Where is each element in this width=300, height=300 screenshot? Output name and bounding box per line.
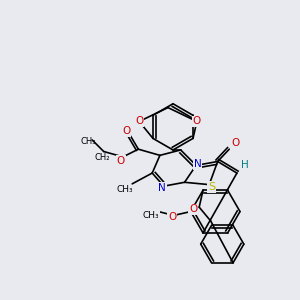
Text: O: O (231, 138, 239, 148)
Text: N: N (194, 159, 202, 169)
Text: S: S (208, 182, 215, 192)
Text: H: H (241, 160, 248, 170)
Text: CH₃: CH₃ (116, 185, 133, 194)
Text: N: N (158, 183, 166, 193)
Text: CH₂: CH₂ (94, 153, 110, 162)
Text: CH₃: CH₃ (81, 137, 96, 146)
Text: O: O (135, 116, 143, 127)
Text: O: O (193, 116, 201, 127)
Text: O: O (168, 212, 176, 222)
Text: O: O (189, 205, 197, 214)
Text: CH₃: CH₃ (142, 211, 159, 220)
Text: O: O (122, 127, 130, 136)
Text: O: O (116, 156, 125, 166)
